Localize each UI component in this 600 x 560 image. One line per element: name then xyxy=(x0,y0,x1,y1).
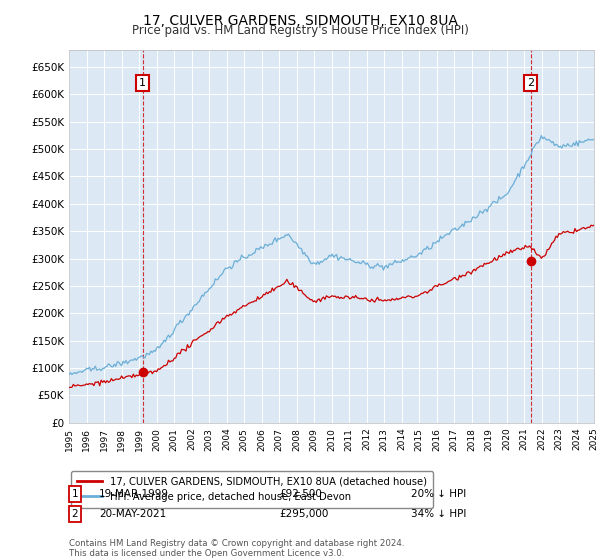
Text: 34% ↓ HPI: 34% ↓ HPI xyxy=(411,509,466,519)
Text: 17, CULVER GARDENS, SIDMOUTH, EX10 8UA: 17, CULVER GARDENS, SIDMOUTH, EX10 8UA xyxy=(143,14,457,28)
Text: 20% ↓ HPI: 20% ↓ HPI xyxy=(411,489,466,499)
Text: 2: 2 xyxy=(71,509,79,519)
Text: 19-MAR-1999: 19-MAR-1999 xyxy=(99,489,169,499)
Text: 20-MAY-2021: 20-MAY-2021 xyxy=(99,509,166,519)
Text: 1: 1 xyxy=(139,78,146,88)
Text: £295,000: £295,000 xyxy=(279,509,328,519)
Text: 2: 2 xyxy=(527,78,534,88)
Legend: 17, CULVER GARDENS, SIDMOUTH, EX10 8UA (detached house), HPI: Average price, det: 17, CULVER GARDENS, SIDMOUTH, EX10 8UA (… xyxy=(71,470,433,507)
Text: Contains HM Land Registry data © Crown copyright and database right 2024.
This d: Contains HM Land Registry data © Crown c… xyxy=(69,539,404,558)
Text: £92,500: £92,500 xyxy=(279,489,322,499)
Text: Price paid vs. HM Land Registry's House Price Index (HPI): Price paid vs. HM Land Registry's House … xyxy=(131,24,469,37)
Text: 1: 1 xyxy=(71,489,79,499)
